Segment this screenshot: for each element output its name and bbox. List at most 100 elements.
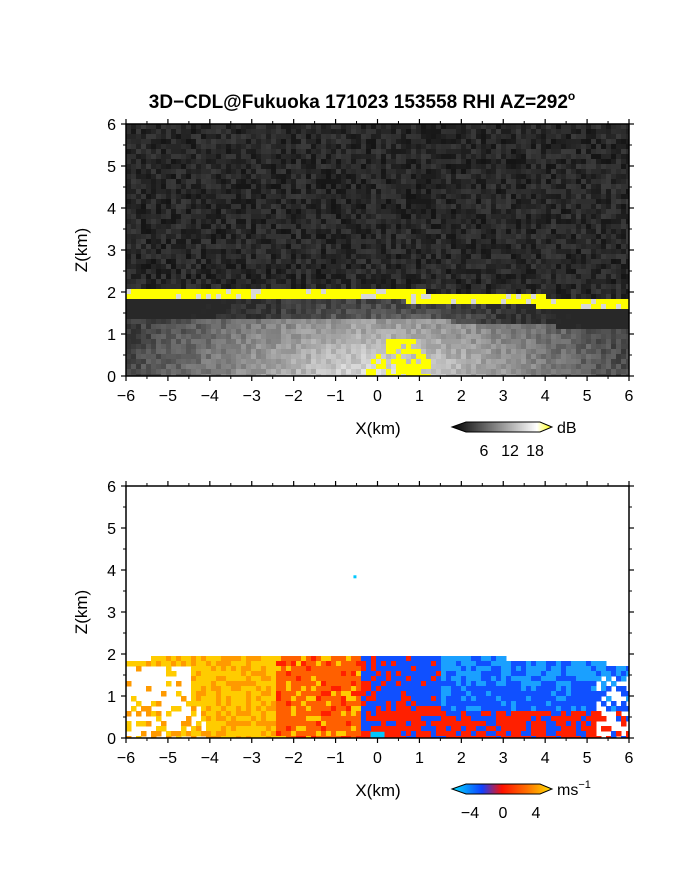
reflectivity-cell	[306, 354, 312, 360]
reflectivity-cell	[146, 244, 152, 250]
reflectivity-cell	[146, 344, 152, 350]
reflectivity-cell	[261, 209, 267, 215]
reflectivity-cell	[241, 274, 247, 280]
reflectivity-cell	[281, 264, 287, 270]
reflectivity-cell	[156, 309, 162, 315]
reflectivity-cell	[276, 369, 282, 375]
reflectivity-cell	[406, 139, 412, 145]
reflectivity-cell	[446, 309, 452, 315]
reflectivity-cell	[201, 279, 207, 285]
reflectivity-cell	[371, 174, 377, 180]
reflectivity-cell	[471, 324, 477, 330]
reflectivity-cell	[456, 364, 462, 370]
reflectivity-cell	[136, 314, 142, 320]
reflectivity-cell	[231, 184, 237, 190]
reflectivity-cell	[346, 239, 352, 245]
reflectivity-cell	[461, 204, 467, 210]
reflectivity-cell	[186, 139, 192, 145]
reflectivity-cell	[581, 279, 587, 285]
reflectivity-cell	[526, 249, 532, 255]
reflectivity-cell	[616, 314, 622, 320]
reflectivity-cell	[256, 224, 262, 230]
reflectivity-cell	[136, 334, 142, 340]
reflectivity-cell	[211, 219, 217, 225]
reflectivity-cell	[336, 369, 342, 375]
reflectivity-cell	[521, 139, 527, 145]
reflectivity-cell	[506, 174, 512, 180]
reflectivity-cell	[376, 164, 382, 170]
reflectivity-cell	[536, 209, 542, 215]
reflectivity-cell	[226, 194, 232, 200]
reflectivity-cell	[216, 159, 222, 165]
reflectivity-cell	[616, 169, 622, 175]
reflectivity-cell	[461, 254, 467, 260]
reflectivity-cell	[626, 229, 629, 235]
reflectivity-cell	[611, 209, 617, 215]
reflectivity-cell	[221, 164, 227, 170]
reflectivity-cell	[351, 364, 357, 370]
reflectivity-cell	[506, 289, 512, 295]
reflectivity-cell	[601, 289, 607, 295]
reflectivity-cell	[596, 344, 602, 350]
reflectivity-cell	[216, 264, 222, 270]
reflectivity-cell	[566, 249, 572, 255]
reflectivity-cell	[241, 189, 247, 195]
reflectivity-cell	[611, 299, 617, 305]
reflectivity-cell	[526, 269, 532, 275]
reflectivity-cell	[206, 174, 212, 180]
reflectivity-cell	[626, 154, 629, 160]
reflectivity-cell	[461, 214, 467, 220]
reflectivity-cell	[496, 259, 502, 265]
reflectivity-cell	[346, 289, 352, 295]
reflectivity-cell	[366, 184, 372, 190]
reflectivity-cell	[186, 354, 192, 360]
reflectivity-cell	[576, 254, 582, 260]
reflectivity-cell	[461, 234, 467, 240]
reflectivity-cell	[361, 169, 367, 175]
reflectivity-cell	[446, 219, 452, 225]
reflectivity-cell	[141, 204, 147, 210]
reflectivity-cell	[386, 359, 392, 365]
reflectivity-cell	[366, 204, 372, 210]
reflectivity-cell	[311, 124, 317, 130]
reflectivity-cell	[536, 149, 542, 155]
reflectivity-cell	[546, 124, 552, 130]
reflectivity-cell	[376, 264, 382, 270]
reflectivity-cell	[346, 184, 352, 190]
reflectivity-cell	[426, 124, 432, 130]
reflectivity-cell	[481, 279, 487, 285]
reflectivity-cell	[266, 149, 272, 155]
reflectivity-cell	[246, 259, 252, 265]
reflectivity-cell	[551, 304, 557, 310]
reflectivity-cell	[506, 244, 512, 250]
reflectivity-cell	[616, 184, 622, 190]
reflectivity-cell	[586, 259, 592, 265]
reflectivity-cell	[171, 169, 177, 175]
reflectivity-cell	[521, 364, 527, 370]
reflectivity-cell	[626, 124, 629, 130]
reflectivity-cell	[356, 149, 362, 155]
reflectivity-cell	[281, 314, 287, 320]
reflectivity-cell	[231, 174, 237, 180]
reflectivity-cell	[201, 264, 207, 270]
reflectivity-cell	[466, 234, 472, 240]
reflectivity-cell	[251, 299, 257, 305]
reflectivity-cell	[186, 364, 192, 370]
reflectivity-cell	[171, 244, 177, 250]
reflectivity-cell	[131, 209, 137, 215]
reflectivity-cell	[181, 124, 187, 130]
reflectivity-cell	[286, 159, 292, 165]
reflectivity-cell	[176, 144, 182, 150]
reflectivity-cell	[151, 204, 157, 210]
reflectivity-cell	[511, 269, 517, 275]
reflectivity-cell	[176, 284, 182, 290]
reflectivity-cell	[621, 294, 627, 300]
reflectivity-cell	[331, 284, 337, 290]
reflectivity-cell	[431, 249, 437, 255]
reflectivity-cell	[311, 184, 317, 190]
reflectivity-cell	[296, 244, 302, 250]
reflectivity-cell	[306, 159, 312, 165]
reflectivity-cell	[446, 164, 452, 170]
reflectivity-cell	[236, 334, 242, 340]
